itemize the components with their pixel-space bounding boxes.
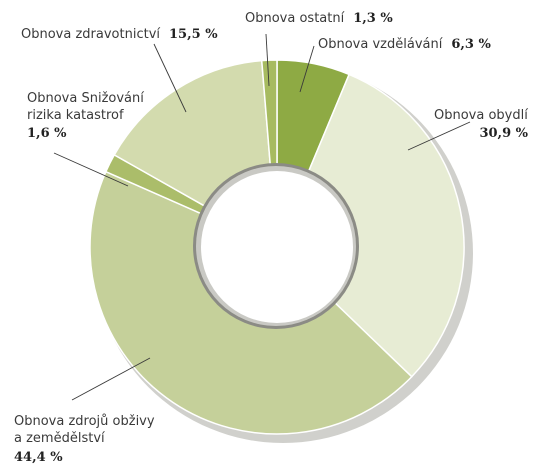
label-vzdelavani-name: Obnova vzdělávání [318,37,443,52]
label-ostatni-name: Obnova ostatní [245,11,345,26]
label-zdravotnictvi-value: 15,5 % [169,27,218,42]
label-vzdelavani-value: 6,3 % [451,37,491,52]
label-rizika-line2: rizika katastrof [27,108,124,123]
label-zivobyti-line2: a zemědělství [14,431,105,446]
label-zdravotnictvi-name: Obnova zdravotnictví [21,27,160,42]
donut-hole [201,171,353,323]
label-obydli-name: Obnova obydlí [434,108,528,123]
label-ostatni: Obnova ostatní 1,3 % [245,9,393,26]
label-vzdelavani: Obnova vzdělávání 6,3 % [318,35,491,52]
leader-line-ostatni [265,33,270,87]
label-obydli-value: 30,9 % [479,126,528,141]
label-zivobyti-value: 44,4 % [14,450,63,465]
donut-slices [89,59,465,435]
leader-line-rizika [53,152,129,187]
label-ostatni-value: 1,3 % [353,11,393,26]
leader-line-vzdelavani [299,45,315,93]
label-rizika-value: 1,6 % [27,126,67,141]
label-zivobyti-line1: Obnova zdrojů obživy [14,414,155,429]
leader-line-zivobyti [71,357,151,401]
leader-line-zdravotnictvi [153,43,187,113]
label-zdravotnictvi: Obnova zdravotnictví 15,5 % [21,25,218,42]
label-rizika-line1: Obnova Snižování [27,91,144,106]
leader-line-obydli [407,121,471,151]
